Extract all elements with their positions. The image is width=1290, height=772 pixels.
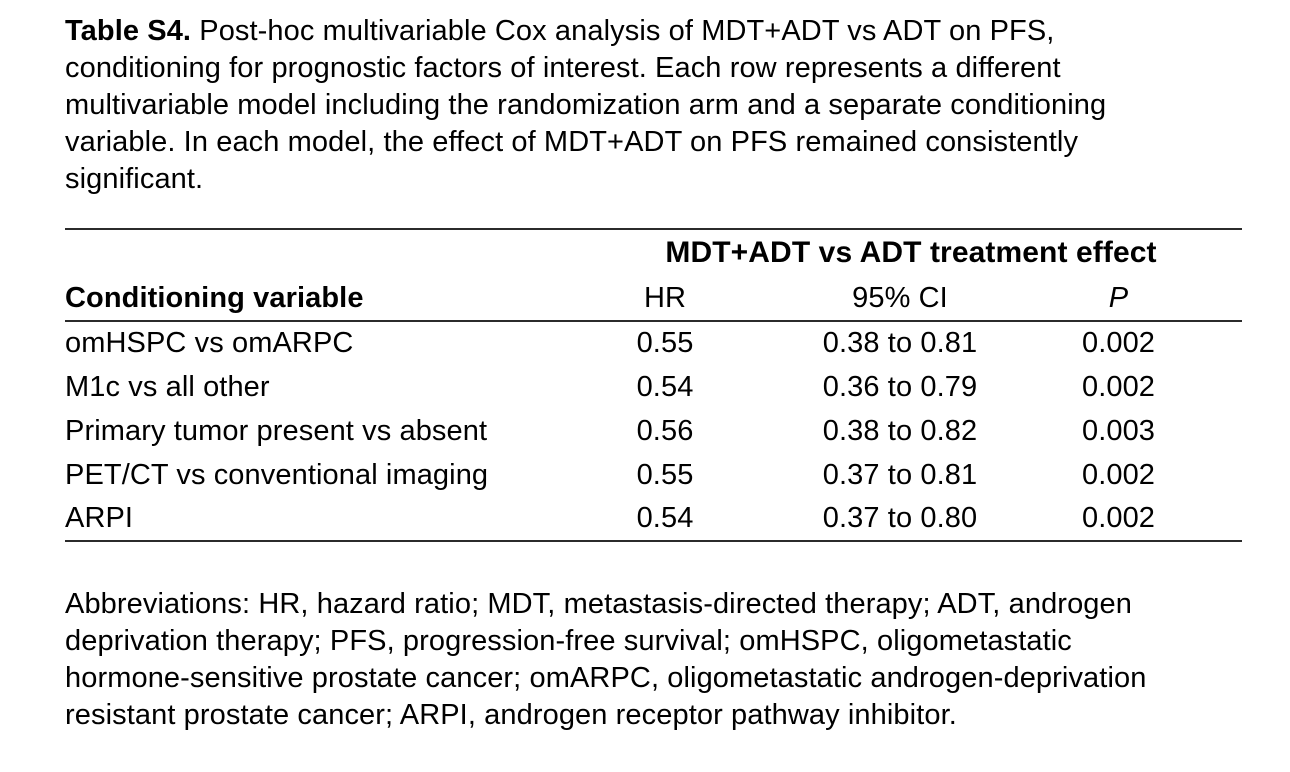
cell-p-value: 0.002 [1081,327,1156,359]
cell-hr: 0.54 [636,370,694,403]
cell-conditioning-variable: omHSPC vs omARPC [65,327,354,359]
cell-hr: 0.56 [636,414,694,447]
table-row: Primary tumor present vs absent 0.56 0.3… [65,409,1242,453]
group-header-spacer-cell [65,228,580,276]
treatment-effect-group-header: MDT+ADT vs ADT treatment effect [580,228,1243,276]
cell-conditioning-variable: PET/CT vs conventional imaging [65,458,489,491]
cell-hr: 0.54 [580,497,750,542]
cell-p-value: 0.002 [1081,370,1156,403]
abbreviations-note: Abbreviations: HR, hazard ratio; MDT, me… [65,588,1147,731]
column-header-95ci: 95% CI [750,276,1050,322]
cell-conditioning-variable: ARPI [65,497,580,542]
cell-95ci: 0.36 to 0.79 [822,370,978,403]
cell-p-value: 0.002 [1050,497,1243,542]
table-caption-text: Post-hoc multivariable Cox analysis of M… [65,15,1107,195]
table-row: omHSPC vs omARPC 0.55 0.38 to 0.81 0.002 [65,321,1242,365]
table-row: M1c vs all other 0.54 0.36 to 0.79 0.002 [65,365,1242,409]
cell-95ci: 0.38 to 0.81 [822,327,978,359]
column-header-p-value: P [1050,276,1243,322]
column-header-row: Conditioning variable HR 95% CI P [65,276,1243,322]
cell-hr: 0.55 [636,327,694,359]
cell-conditioning-variable: Primary tumor present vs absent [65,414,488,447]
table-caption-label: Table S4. [65,15,192,47]
table-row: PET/CT vs conventional imaging 0.55 0.37… [65,453,1242,497]
group-header-row: MDT+ADT vs ADT treatment effect [65,228,1243,276]
column-header-conditioning-variable: Conditioning variable [65,276,580,322]
cell-95ci: 0.37 to 0.80 [750,497,1050,542]
cell-conditioning-variable: M1c vs all other [65,370,270,403]
cell-p-value: 0.003 [1081,414,1156,447]
cell-95ci: 0.37 to 0.81 [822,458,978,491]
cell-95ci: 0.38 to 0.82 [822,414,978,447]
column-header-hr: HR [580,276,750,322]
table-row: ARPI 0.54 0.37 to 0.80 0.002 [65,497,1243,542]
cell-p-value: 0.002 [1081,458,1156,491]
results-table: MDT+ADT vs ADT treatment effect Conditio… [65,228,1243,542]
table-caption: Table S4. Post-hoc multivariable Cox ana… [65,13,1200,198]
cell-hr: 0.55 [636,458,694,491]
document-page: Table S4. Post-hoc multivariable Cox ana… [65,13,1243,731]
